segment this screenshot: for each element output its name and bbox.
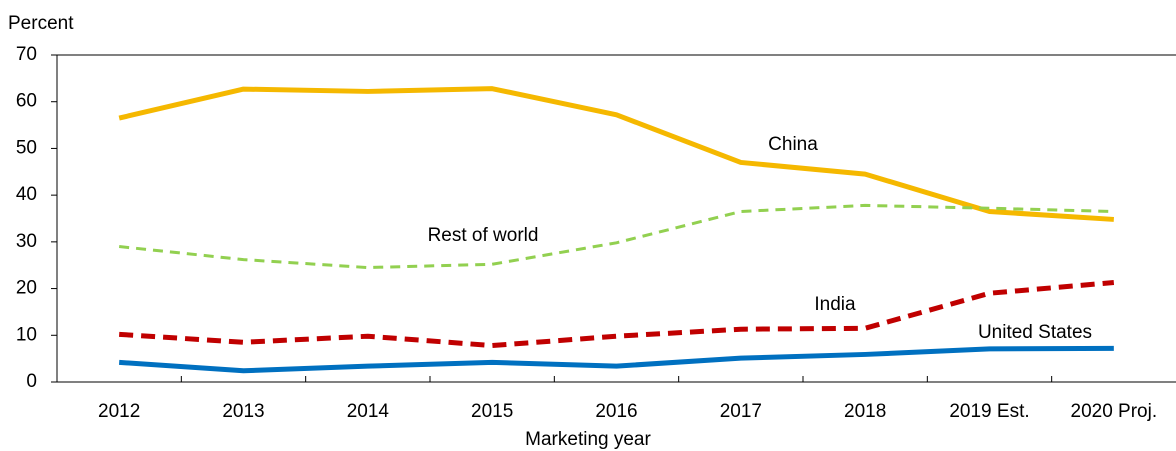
series-line: [119, 280, 1115, 349]
y-tick-label: 50: [16, 137, 37, 158]
series-line: [118, 345, 1114, 374]
x-tick-label: 2012: [98, 401, 140, 422]
series-label: India: [814, 294, 856, 315]
y-tick-label: 20: [16, 278, 37, 299]
x-tick-label: 2019 Est.: [949, 401, 1029, 422]
x-tick-label: 2016: [595, 401, 637, 422]
series-label: United States: [978, 322, 1092, 343]
x-tick-label: 2017: [720, 401, 762, 422]
series-line: [118, 86, 1114, 222]
y-tick-label: 70: [16, 44, 37, 65]
series-label: Rest of world: [428, 225, 539, 246]
y-tick-label: 0: [26, 371, 37, 392]
series-label: China: [768, 134, 818, 155]
y-tick-label: 10: [16, 324, 37, 345]
x-tick-label: 2018: [844, 401, 886, 422]
x-tick-label: 2014: [347, 401, 390, 422]
y-tick-label: 60: [16, 91, 37, 112]
x-axis-label: Marketing year: [525, 429, 651, 450]
x-tick-label: 2015: [471, 401, 513, 422]
y-axis-label: Percent: [8, 13, 74, 34]
x-tick-label: 2020 Proj.: [1071, 401, 1158, 422]
x-tick-label: 2013: [222, 401, 264, 422]
y-tick-label: 30: [16, 231, 37, 252]
series-line: [119, 203, 1114, 270]
y-tick-label: 40: [16, 184, 37, 205]
